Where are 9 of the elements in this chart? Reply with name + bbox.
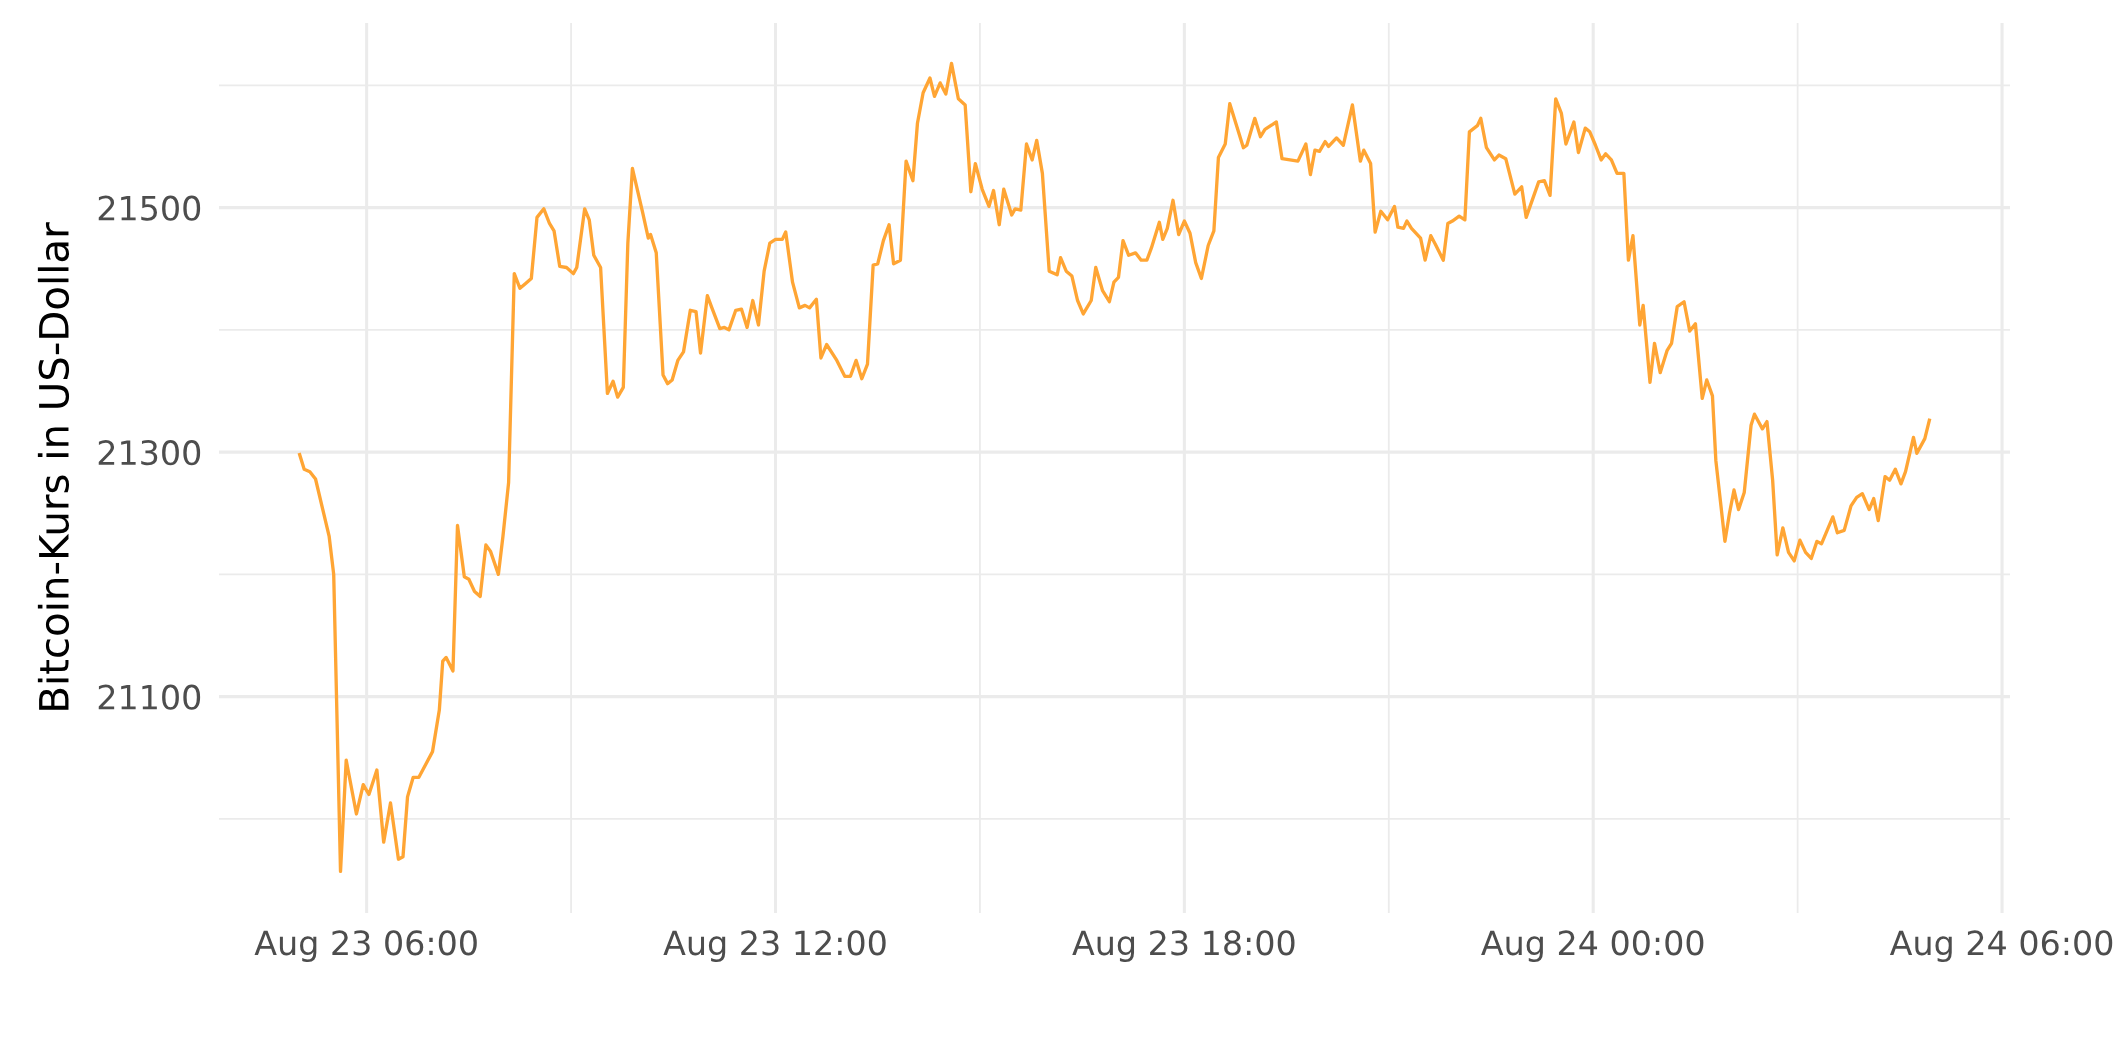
x-tick-label: Aug 24 06:00: [1889, 930, 2113, 962]
x-tick-label: Aug 23 18:00: [1072, 930, 1295, 962]
x-tick-label: Aug 23 12:00: [663, 930, 886, 962]
y-tick-label: 21500: [98, 195, 201, 221]
x-tick-label: Aug 24 00:00: [1481, 930, 1704, 962]
y-axis-title: Bitcoin-Kurs in US-Dollar: [37, 222, 70, 710]
y-tick-label: 21300: [98, 440, 201, 466]
y-tick-label: 21100: [98, 684, 201, 710]
x-tick-label: Aug 23 06:00: [254, 930, 477, 962]
